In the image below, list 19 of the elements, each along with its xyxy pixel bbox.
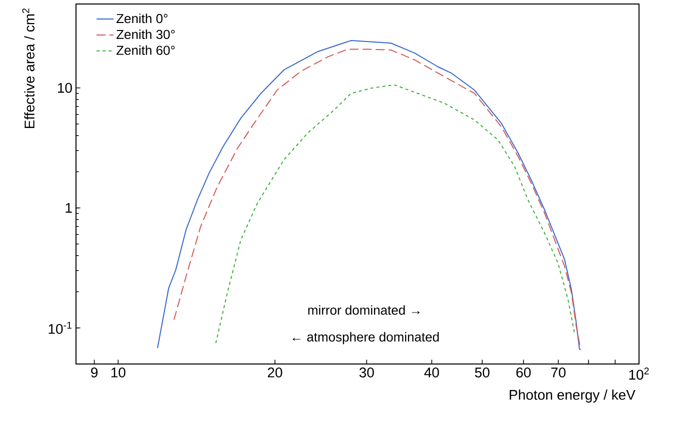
annotation: mirror dominated → [308,305,420,315]
legend-label: Zenith 0° [116,14,168,24]
x-tick-label: 20 [268,368,282,378]
y-tick-label: 10 [58,82,72,93]
x-tick-label: 60 [516,368,531,378]
x-tick-label: 30 [359,368,374,378]
x-tick-label: 10$^{2}$ [629,368,649,380]
x-tick-label: 9 [91,368,98,378]
y-tick-label: 10$^{-1}$ [48,322,72,334]
y-tick-label: 1 [66,203,72,213]
legend-label: Zenith 30° [116,29,175,40]
x-tick-label: 40 [424,368,439,378]
y-axis-title: Effective area / cm$^{2}$ [22,8,34,128]
x-axis-title: Photon energy / keV [510,390,636,403]
x-tick-label: 70 [551,368,566,378]
legend-label: Zenith 60° [116,45,175,55]
annotation: ← atmosphere dominated [292,332,439,344]
x-tick-label: 50 [474,368,490,378]
x-tick-label: 10 [111,368,126,378]
